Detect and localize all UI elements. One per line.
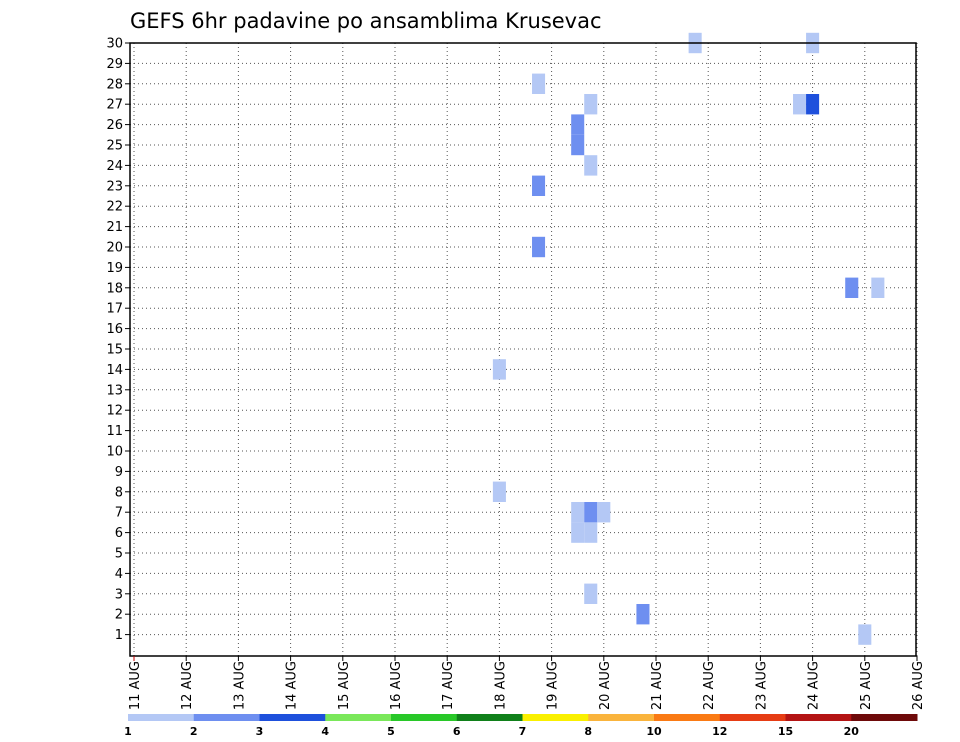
data-cell xyxy=(584,155,598,176)
colorbar-label: 10 xyxy=(646,725,662,738)
y-tick-label: 19 xyxy=(106,261,123,276)
y-tick-label: 8 xyxy=(115,485,123,500)
y-tick-label: 4 xyxy=(115,567,123,582)
colorbar: 1 2 3 4 5 6 7 8 10 12 15 20 xyxy=(124,714,918,738)
x-tick-label: 13 AUG xyxy=(232,661,247,710)
data-cell xyxy=(584,583,598,604)
y-axis: 1234567891011121314151617181920212223242… xyxy=(106,37,130,643)
data-cell xyxy=(858,624,872,645)
x-tick-label: 22 AUG xyxy=(702,661,717,710)
y-tick-label: 17 xyxy=(106,302,123,317)
colorbar-label: 7 xyxy=(519,725,527,738)
colorbar-label: 12 xyxy=(712,725,727,738)
y-tick-label: 16 xyxy=(106,322,123,337)
x-tick-label: 17 AUG xyxy=(441,661,456,710)
data-cell xyxy=(532,236,546,258)
colorbar-label: 3 xyxy=(256,725,264,738)
colorbar-segment xyxy=(719,714,786,721)
x-tick-label: 24 AUG xyxy=(807,661,822,710)
y-tick-label: 30 xyxy=(106,37,123,52)
colorbar-label: 15 xyxy=(778,725,793,738)
data-cell xyxy=(845,277,859,298)
y-tick-label: 28 xyxy=(106,77,123,92)
data-cell xyxy=(806,94,820,115)
y-tick-label: 21 xyxy=(106,220,123,235)
data-cell xyxy=(571,134,585,156)
x-tick-label: 25 AUG xyxy=(859,661,874,710)
colorbar-label: 6 xyxy=(453,725,461,738)
y-tick-label: 5 xyxy=(115,547,123,562)
x-tick-label: 15 AUG xyxy=(337,661,352,710)
colorbar-segment xyxy=(259,714,326,721)
y-tick-label: 26 xyxy=(106,118,123,133)
colorbar-label: 5 xyxy=(387,725,395,738)
y-tick-label: 3 xyxy=(115,587,123,602)
colorbar-label: 20 xyxy=(844,725,860,738)
colorbar-label: 8 xyxy=(584,725,592,738)
colorbar-segment xyxy=(654,714,721,721)
data-cell xyxy=(571,114,585,135)
data-cells xyxy=(492,32,885,645)
grid-lines xyxy=(130,42,918,656)
colorbar-label: 4 xyxy=(321,725,329,738)
y-tick-label: 13 xyxy=(106,383,123,398)
x-tick-label: 12 AUG xyxy=(180,661,195,710)
data-cell xyxy=(584,522,598,543)
colorbar-segment xyxy=(851,714,918,721)
y-tick-label: 15 xyxy=(106,343,123,358)
x-tick-label: 23 AUG xyxy=(754,661,769,710)
y-tick-label: 22 xyxy=(106,200,123,215)
x-tick-label: 16 AUG xyxy=(389,661,404,710)
data-cell xyxy=(793,94,807,115)
colorbar-segment xyxy=(193,714,260,721)
colorbar-segment xyxy=(588,714,655,721)
chart-title: GEFS 6hr padavine po ansamblima Krusevac xyxy=(130,9,602,33)
data-cell xyxy=(532,175,546,196)
y-tick-label: 20 xyxy=(106,241,123,256)
y-tick-label: 2 xyxy=(115,608,123,623)
x-tick-label: 21 AUG xyxy=(650,661,665,710)
x-tick-label: 19 AUG xyxy=(546,661,561,710)
y-tick-label: 6 xyxy=(115,526,123,541)
data-cell xyxy=(871,277,885,298)
y-tick-label: 10 xyxy=(106,445,123,460)
colorbar-segment xyxy=(325,714,392,721)
y-tick-label: 29 xyxy=(106,57,123,72)
x-axis: 11 AUG 12 AUG 13 AUG 14 AUG 15 AUG 16 AUG 17 A… xyxy=(128,656,926,710)
colorbar-segment xyxy=(456,714,523,721)
y-tick-label: 12 xyxy=(106,404,123,419)
y-tick-label: 18 xyxy=(106,281,123,296)
y-tick-label: 24 xyxy=(106,159,123,174)
colorbar-label: 1 xyxy=(124,725,132,738)
x-tick-label: 26 AUG xyxy=(911,661,926,710)
x-tick-label: 11 AUG xyxy=(128,661,143,710)
y-tick-label: 1 xyxy=(115,628,123,643)
y-tick-label: 23 xyxy=(106,179,123,194)
colorbar-label: 2 xyxy=(190,725,198,738)
colorbar-segment xyxy=(785,714,852,721)
data-cell xyxy=(636,604,650,625)
data-cell xyxy=(532,73,546,94)
y-tick-label: 14 xyxy=(106,363,123,378)
data-cell xyxy=(571,522,585,543)
data-cell xyxy=(492,359,506,380)
data-cell xyxy=(584,502,598,523)
x-tick-label: 14 AUG xyxy=(285,661,300,710)
data-cell xyxy=(597,502,611,523)
colorbar-segment xyxy=(391,714,458,721)
colorbar-segment xyxy=(522,714,589,721)
y-tick-label: 7 xyxy=(115,506,123,521)
data-cell xyxy=(571,502,585,523)
y-tick-label: 27 xyxy=(106,98,123,113)
data-cell xyxy=(492,481,506,502)
y-tick-label: 9 xyxy=(115,465,123,480)
y-tick-label: 25 xyxy=(106,139,123,154)
x-tick-label: 18 AUG xyxy=(493,661,508,710)
data-cell xyxy=(584,94,598,115)
x-tick-label: 20 AUG xyxy=(598,661,613,710)
colorbar-segment xyxy=(128,714,195,721)
y-tick-label: 11 xyxy=(106,424,123,439)
